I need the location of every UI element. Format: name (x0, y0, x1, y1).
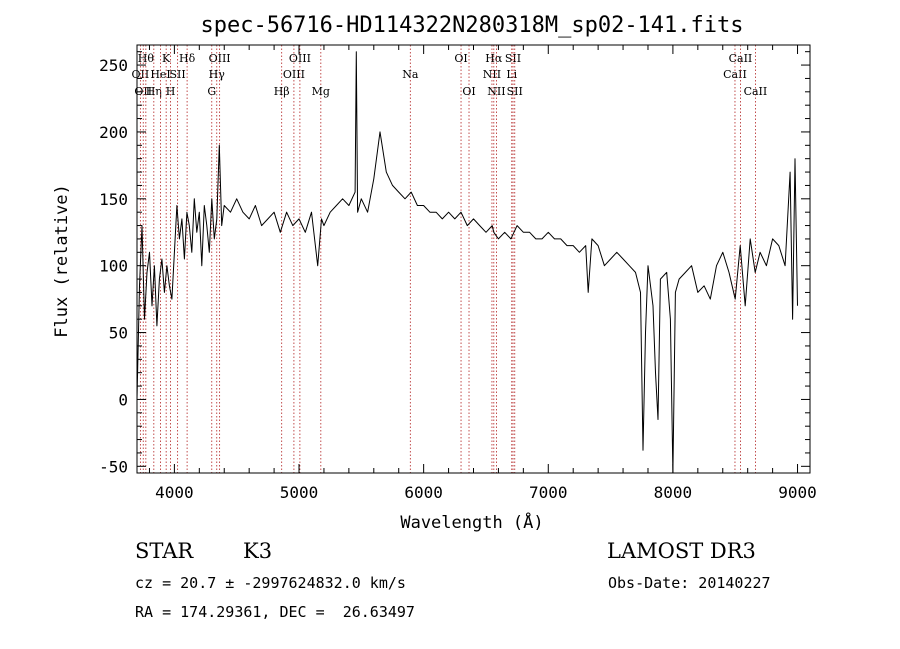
y-tick-label: 200 (99, 123, 128, 142)
line-marker-label: G (207, 85, 216, 98)
line-marker-label: HeI (150, 68, 170, 81)
object-class: STAR (135, 539, 194, 563)
redshift-readout: cz = 20.7 ± -2997624832.0 km/s (135, 574, 406, 592)
line-marker-label: OIII (289, 52, 311, 65)
line-marker-label: Hη (146, 85, 162, 98)
x-tick-label: 7000 (529, 483, 568, 502)
x-tick-label: 4000 (155, 483, 194, 502)
line-marker-label: Hθ (138, 52, 155, 65)
line-marker-label: H (166, 85, 176, 98)
x-axis-ticks: 4000 5000 6000 7000 8000 9000 (148, 45, 817, 502)
y-tick-label: 0 (118, 390, 128, 409)
line-marker-label: Hα (485, 52, 503, 65)
line-marker-label: OIII (209, 52, 231, 65)
line-marker-label: Mg (312, 85, 330, 98)
line-marker-label: OI (462, 85, 475, 98)
line-marker-label: OIII (283, 68, 305, 81)
line-marker-label: NII (483, 68, 501, 81)
y-tick-label: 50 (109, 324, 128, 343)
line-marker-label: Na (402, 68, 419, 81)
line-marker-label: SII (507, 85, 523, 98)
line-marker-label: OII (134, 85, 152, 98)
line-marker-label: NII (487, 85, 505, 98)
line-marker-label: CaII (729, 52, 753, 65)
obs-date: Obs-Date: 20140227 (608, 574, 771, 592)
chart-title: spec-56716-HD114322N280318M_sp02-141.fit… (200, 13, 743, 38)
y-axis-ticks: -50 0 50 100 150 200 250 (99, 51, 810, 476)
line-marker-label: Hδ (179, 52, 196, 65)
y-axis-label: Flux (relative) (52, 184, 72, 338)
line-marker-label: Hβ (274, 85, 290, 98)
y-tick-label: 150 (99, 190, 128, 209)
line-marker-label: K (162, 52, 171, 65)
x-axis-label: Wavelength (Å) (400, 511, 543, 533)
line-marker-label: OII (132, 68, 150, 81)
line-marker-label: Hγ (209, 68, 226, 81)
line-marker-label: SII (170, 68, 186, 81)
x-tick-label: 9000 (778, 483, 817, 502)
coordinates-readout: RA = 174.29361, DEC = 26.63497 (135, 603, 415, 621)
plot-frame (136, 44, 811, 474)
y-tick-label: -50 (99, 457, 128, 476)
object-subclass: K3 (243, 539, 273, 563)
x-tick-label: 5000 (280, 483, 319, 502)
spectrum-series (136, 51, 798, 474)
line-marker-label: Li (506, 68, 517, 81)
line-marker-label: OI (454, 52, 467, 65)
line-marker-label: CaII (744, 85, 768, 98)
x-tick-label: 6000 (404, 483, 443, 502)
y-tick-label: 100 (99, 257, 128, 276)
survey-label: LAMOST DR3 (607, 539, 756, 563)
y-tick-label: 250 (99, 56, 128, 75)
x-tick-label: 8000 (654, 483, 693, 502)
line-markers: OII OII Hθ Hη HeI K H SII Hδ G Hγ OIII Hβ OIII OIII Mg N… (132, 45, 768, 473)
line-marker-label: CaII (723, 68, 747, 81)
line-marker-label: SII (505, 52, 521, 65)
spectrum-line (136, 51, 798, 474)
